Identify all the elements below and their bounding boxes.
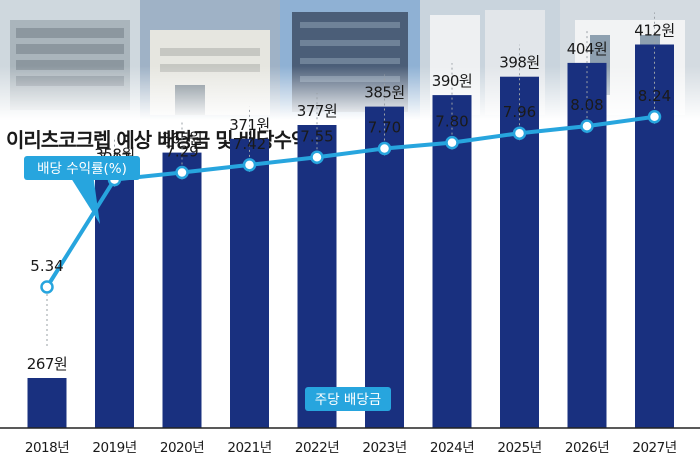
yield-point (580, 119, 594, 133)
yield-legend-pointer (64, 167, 100, 224)
dividend-legend-box (305, 387, 391, 411)
bar-value-label: 398원 (499, 54, 539, 72)
bar-value-label: 371원 (229, 116, 269, 134)
dividend-legend-label: 주당 배당금 (315, 392, 381, 408)
x-tick-label: 2024년 (430, 440, 474, 456)
yield-line (45, 114, 655, 289)
x-tick-label: 2021년 (227, 440, 271, 456)
dividend-bar (365, 106, 404, 428)
bar-value-label: 365원 (162, 130, 202, 148)
yield-point (445, 135, 459, 150)
dividend-bar (95, 168, 134, 428)
dividend-bar (432, 95, 472, 428)
x-tick-label: 2020년 (160, 440, 204, 456)
x-tick-label: 2019년 (92, 440, 136, 456)
yield-value-label: 7.55 (300, 127, 333, 145)
yield-value-label: 5.34 (30, 257, 63, 275)
yield-value-label: 7.70 (368, 118, 401, 136)
x-tick-label: 2025년 (497, 440, 541, 456)
yield-point (175, 165, 189, 180)
yield-point (647, 110, 662, 124)
x-tick-label: 2022년 (295, 440, 339, 456)
yield-value-label: 7.96 (503, 103, 536, 121)
yield-value-label: 7.29 (165, 143, 198, 161)
yield-point (310, 150, 324, 165)
x-tick-label: 2026년 (565, 440, 609, 456)
x-tick-label: 2027년 (632, 440, 676, 456)
bar-value-label: 390원 (432, 72, 472, 90)
yield-legend-label: 배당 수익률(%) (37, 161, 127, 177)
building-photo-banner (0, 0, 700, 120)
bar-value-label: 267원 (27, 355, 67, 373)
bar-value-label: 377원 (297, 102, 337, 120)
bar-value-label: 385원 (364, 84, 404, 102)
yield-value-label: 7.80 (435, 113, 468, 131)
dividend-bar (297, 125, 337, 428)
bar-value-label: 404원 (567, 40, 607, 58)
dividend-bar (27, 378, 67, 428)
yield-value-label: 7.42 (233, 135, 266, 153)
dividend-bar (162, 152, 202, 428)
yield-value-label: 8.24 (638, 87, 671, 105)
yield-point (40, 280, 54, 294)
yield-point (242, 158, 257, 172)
dividend-bar (230, 138, 269, 429)
yield-legend-box (24, 156, 140, 180)
yield-point (512, 126, 527, 140)
yield-value-label: 8.08 (570, 96, 603, 114)
bar-value-label: 412원 (634, 22, 674, 40)
chart-title: 이리츠코크렙 예상 배당금 및 배당수익률 (6, 128, 327, 152)
yield-point (377, 141, 392, 156)
x-tick-label: 2018년 (25, 440, 69, 456)
x-tick-label: 2023년 (362, 440, 406, 456)
